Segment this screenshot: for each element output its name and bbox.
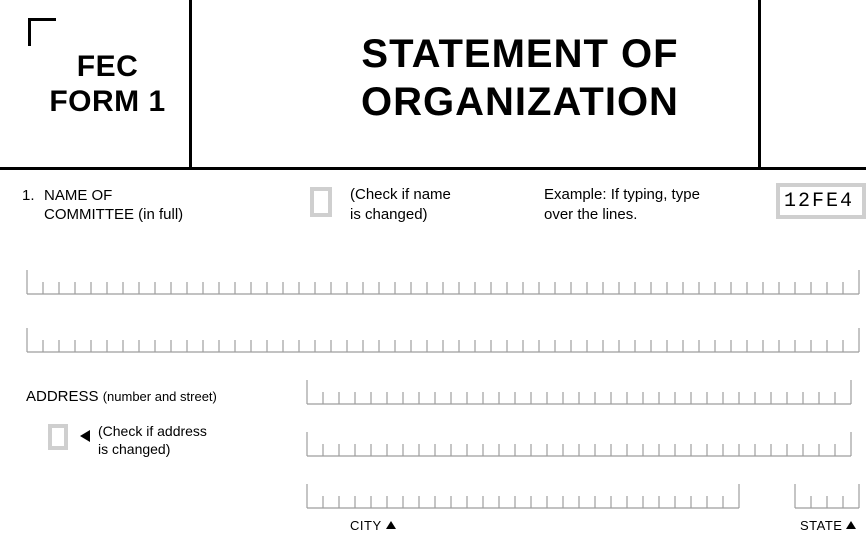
- check-if-name-l1: (Check if name: [350, 186, 451, 203]
- check-if-address-label: (Check if address is changed): [98, 422, 207, 458]
- address-label-main: ADDRESS: [26, 388, 99, 405]
- city-label-text: CITY: [350, 518, 382, 533]
- state-label-text: STATE: [800, 518, 842, 533]
- example-typing-l1: Example: If typing, type: [544, 186, 700, 203]
- form-id: FEC FORM 1: [30, 50, 185, 119]
- name-of-committee-label-l1: NAME OF: [44, 187, 112, 204]
- committee-name-input-row-2[interactable]: [26, 328, 866, 358]
- city-input-row[interactable]: [306, 484, 746, 514]
- form-title-line1: STATEMENT OF: [260, 30, 780, 78]
- address-label: ADDRESS (number and street): [26, 388, 217, 405]
- section-1-row: 1. NAME OF COMMITTEE (in full) (Check if…: [0, 185, 866, 245]
- name-of-committee-label-l2: COMMITTEE (in full): [44, 206, 183, 223]
- address-input-row-1[interactable]: [306, 380, 866, 410]
- check-if-address-l1: (Check if address: [98, 423, 207, 439]
- form-title-line2: ORGANIZATION: [260, 78, 780, 126]
- check-if-address-l2: is changed): [98, 441, 170, 457]
- page: FEC FORM 1 STATEMENT OF ORGANIZATION 1. …: [0, 0, 866, 536]
- name-of-committee-label: NAME OF COMMITTEE (in full): [44, 187, 183, 225]
- divider-vertical-1: [189, 0, 192, 170]
- header: FEC FORM 1 STATEMENT OF ORGANIZATION: [0, 0, 866, 170]
- triangle-up-icon: [846, 521, 856, 529]
- state-label: STATE: [800, 518, 856, 533]
- form-id-line2: FORM 1: [30, 85, 185, 120]
- check-if-name-l2: is changed): [350, 206, 428, 223]
- example-typing-label: Example: If typing, type over the lines.: [544, 185, 700, 224]
- check-if-name-label: (Check if name is changed): [350, 185, 451, 224]
- city-label: CITY: [350, 518, 396, 533]
- state-input-row[interactable]: [794, 484, 866, 514]
- checkbox-address-changed[interactable]: [48, 424, 68, 450]
- example-value-box: 12FE4: [776, 183, 866, 219]
- corner-mark-icon: [28, 18, 56, 46]
- triangle-left-icon: [80, 430, 90, 442]
- form-id-line1: FEC: [30, 50, 185, 85]
- form-title: STATEMENT OF ORGANIZATION: [260, 30, 780, 126]
- address-label-sub: (number and street): [103, 389, 217, 404]
- example-typing-l2: over the lines.: [544, 206, 637, 223]
- section-number-1: 1.: [22, 187, 35, 204]
- address-input-row-2[interactable]: [306, 432, 866, 462]
- committee-name-input-row-1[interactable]: [26, 270, 866, 300]
- checkbox-name-changed[interactable]: [310, 187, 332, 217]
- divider-vertical-2: [758, 0, 761, 170]
- triangle-up-icon: [386, 521, 396, 529]
